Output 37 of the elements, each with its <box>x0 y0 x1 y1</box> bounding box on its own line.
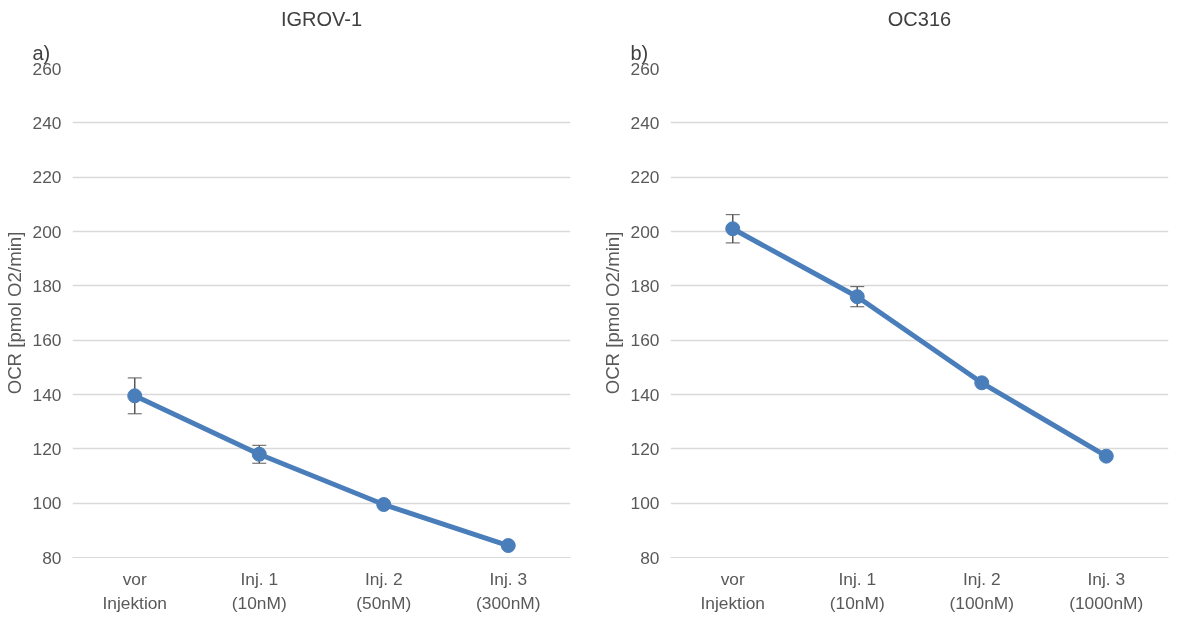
x-tick-label: Inj. 3 (300nM) <box>475 568 541 613</box>
y-tick-label: 100 <box>630 493 660 514</box>
y-tick-label: 100 <box>32 493 62 514</box>
x-tick-label: Inj. 2 (100nM) <box>949 568 1015 613</box>
y-tick-label: 240 <box>630 112 660 133</box>
y-tick-label: 80 <box>640 547 660 568</box>
x-tick-label: vor Injektion <box>700 568 766 613</box>
point <box>1098 448 1114 464</box>
point <box>974 375 990 391</box>
x-tick-label: Inj. 2 (50nM) <box>356 568 412 613</box>
point <box>849 289 865 305</box>
y-tick-label: 140 <box>32 384 62 405</box>
point <box>376 497 392 513</box>
y-axis-title: OCR [pmol O2/min] <box>601 231 623 395</box>
y-axis-title: OCR [pmol O2/min] <box>3 231 25 395</box>
y-tick-label: 220 <box>630 167 660 188</box>
y-tick-label: 180 <box>630 275 660 296</box>
x-tick-label: vor Injektion <box>102 568 168 613</box>
y-tick-label: 220 <box>32 167 62 188</box>
x-tick-label: Inj. 1 (10nM) <box>231 568 287 613</box>
y-tick-label: 180 <box>32 275 62 296</box>
y-tick-label: 120 <box>32 438 62 459</box>
point <box>127 388 143 404</box>
x-tick-label: Inj. 1 (10nM) <box>829 568 885 613</box>
y-tick-label: 160 <box>630 330 660 351</box>
y-tick-label: 80 <box>42 547 62 568</box>
point <box>500 538 516 554</box>
chart-title: OC316 <box>887 7 952 30</box>
x-tick-label: Inj. 3 (1000nM) <box>1069 568 1144 613</box>
y-tick-label: 200 <box>630 221 660 242</box>
y-tick-label: 160 <box>32 330 62 351</box>
point <box>725 221 741 237</box>
y-tick-label: 240 <box>32 112 62 133</box>
y-tick-label: 120 <box>630 438 660 459</box>
chart-title: IGROV-1 <box>280 7 363 30</box>
y-tick-label: 200 <box>32 221 62 242</box>
y-tick-label: 140 <box>630 384 660 405</box>
